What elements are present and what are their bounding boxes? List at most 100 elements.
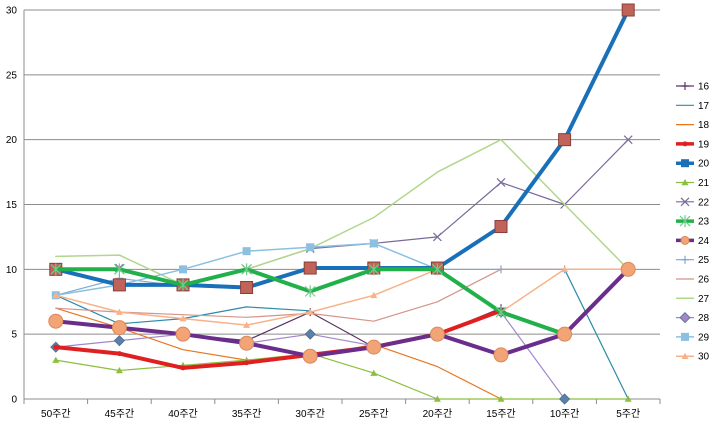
data-point-23 (368, 263, 380, 276)
data-point-21 (624, 395, 632, 402)
legend-marker (682, 141, 688, 147)
series-24 (48, 261, 636, 364)
data-point-29 (179, 265, 187, 274)
series-line-23 (53, 267, 567, 337)
data-point-21 (497, 395, 505, 402)
data-point-30 (115, 308, 123, 315)
data-point-24 (620, 261, 636, 277)
data-point-23 (241, 263, 253, 276)
data-point-22 (496, 178, 506, 187)
legend-item-29: 29 (676, 332, 710, 343)
series-line-21 (55, 353, 629, 400)
data-point-21 (115, 366, 123, 374)
data-point-24 (557, 326, 573, 342)
series-22 (51, 135, 633, 290)
data-point-29 (369, 239, 378, 248)
legend-marker (679, 215, 691, 228)
legend-item-23: 23 (676, 215, 710, 228)
legend-label: 23 (698, 217, 710, 228)
data-point-30 (370, 291, 378, 299)
x-tick-label: 45주간 (105, 408, 135, 420)
data-point-19 (116, 351, 122, 357)
legend-item-18: 18 (676, 120, 710, 131)
data-point-24 (493, 347, 509, 363)
x-tick-label: 35주간 (232, 408, 262, 420)
data-point-24 (48, 313, 64, 329)
x-tick-label: 20주간 (423, 408, 453, 420)
data-point-20 (112, 278, 126, 292)
data-point-20 (240, 280, 254, 294)
axes: 0 5 10 15 20 25 30 50주간 45주간 40주간 35주간 30주간 25주간 20주간… (6, 6, 661, 420)
series-line-26 (55, 268, 629, 322)
legend-label: 27 (698, 294, 710, 305)
legend-item-21: 21 (676, 178, 710, 189)
data-point-29 (242, 247, 251, 256)
legend-label: 28 (698, 313, 710, 324)
legend-marker (681, 332, 689, 341)
data-point-28 (113, 335, 125, 347)
legend-label: 22 (698, 197, 710, 208)
legend-label: 25 (698, 255, 710, 266)
legend-marker (679, 312, 691, 324)
series-line-17 (563, 268, 629, 400)
series-line-20 (53, 8, 631, 290)
data-point-30 (561, 265, 569, 273)
legend-item-27: 27 (676, 294, 710, 305)
data-point-24 (239, 335, 255, 351)
legend-item-24: 24 (676, 235, 710, 247)
data-point-19 (180, 365, 186, 371)
y-tick-label: 20 (6, 135, 18, 146)
series-line-24 (53, 267, 631, 359)
y-tick-label: 30 (6, 6, 18, 17)
data-point-23 (304, 285, 316, 298)
legend-marker (681, 255, 689, 264)
data-point-30 (243, 321, 251, 328)
data-point-24 (429, 326, 445, 342)
data-point-20 (558, 133, 572, 147)
legend-marker (681, 159, 689, 168)
legend-label: 16 (698, 82, 710, 93)
legend-item-25: 25 (676, 255, 710, 266)
legend-label: 21 (698, 178, 710, 189)
data-point-20 (494, 220, 508, 234)
data-point-24 (111, 320, 127, 336)
legend-label: 20 (698, 159, 710, 170)
data-point-23 (495, 306, 507, 319)
series-26 (55, 268, 629, 322)
y-tick-label: 10 (6, 265, 18, 276)
x-tick-label: 30주간 (295, 408, 325, 420)
series-20 (49, 3, 635, 294)
y-tick-label: 15 (6, 200, 18, 211)
x-tick-label: 5주간 (616, 408, 640, 420)
data-point-20 (303, 261, 317, 275)
data-point-23 (431, 263, 443, 276)
series-line-30 (55, 268, 629, 326)
legend-item-20: 20 (676, 159, 710, 170)
data-point-22 (432, 232, 442, 242)
x-tick-label: 40주간 (168, 408, 198, 420)
legend-item-16: 16 (676, 82, 710, 93)
legend-label: 24 (698, 236, 710, 247)
data-point-21 (52, 356, 60, 363)
data-point-20 (621, 3, 635, 17)
data-point-19 (244, 360, 250, 366)
legend-item-30: 30 (676, 352, 710, 363)
data-point-22 (623, 135, 633, 145)
legend-item-22: 22 (676, 197, 710, 208)
series-27 (55, 138, 629, 286)
data-point-28 (304, 328, 316, 340)
legend-label: 19 (698, 139, 710, 150)
x-tick-label: 25주간 (359, 408, 389, 420)
legend-marker (681, 352, 689, 359)
legend: 16 17 18 19 20 21 22 23 24 25 26 27 28 29 30 (676, 82, 710, 363)
data-point-23 (177, 278, 189, 291)
series-line-27 (55, 138, 629, 286)
legend-label: 29 (698, 332, 710, 343)
data-point-30 (306, 308, 314, 315)
legend-label: 30 (698, 352, 710, 363)
legend-item-19: 19 (676, 139, 710, 150)
data-point-30 (52, 291, 60, 299)
x-tick-label: 50주간 (41, 408, 71, 420)
